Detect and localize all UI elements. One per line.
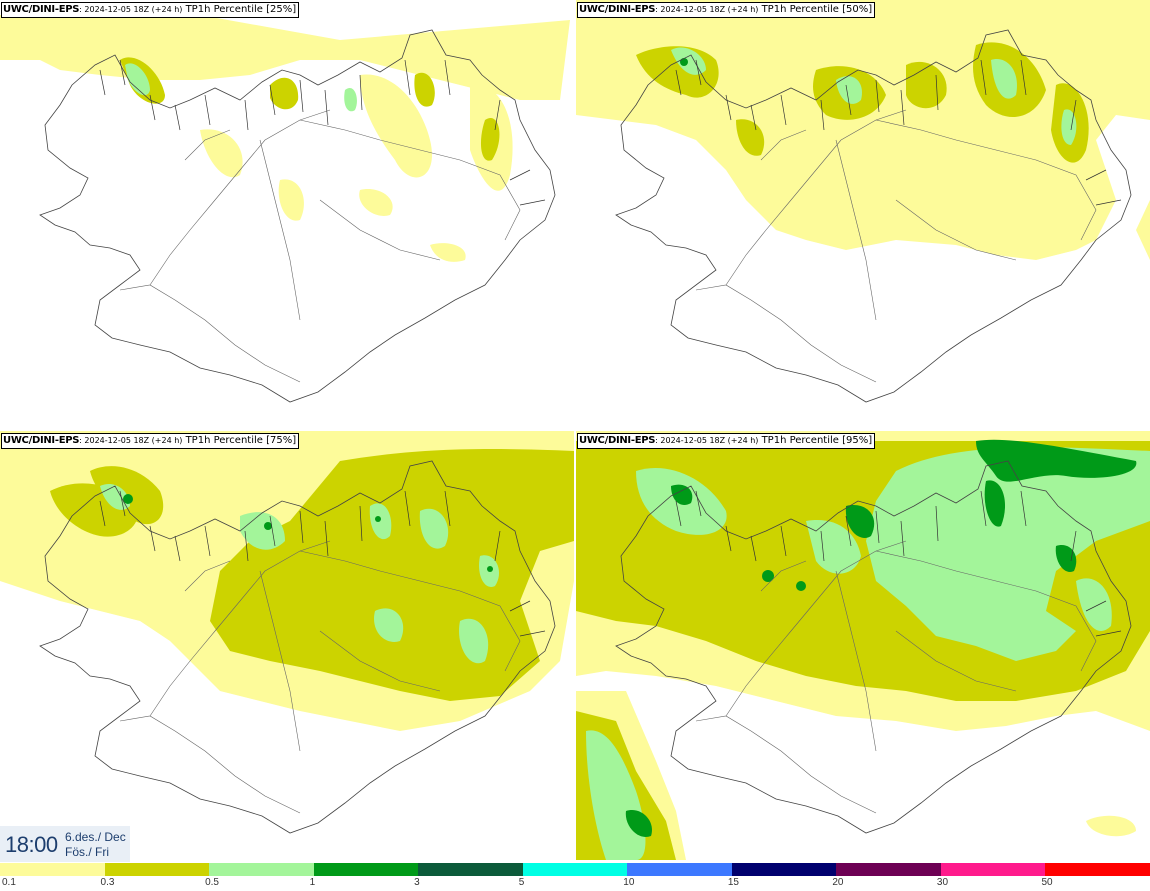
model-name: UWC/DINI-EPS (3, 4, 80, 15)
color-legend (0, 863, 1150, 876)
legend-tick-label: 1 (309, 877, 316, 888)
precip-field-heavy (625, 439, 1137, 837)
panel-header: UWC/DINI-EPS: 2024-12-05 18Z (+24 h) TP1… (577, 433, 876, 449)
panel-header: UWC/DINI-EPS: 2024-12-05 18Z (+24 h) TP1… (577, 2, 876, 18)
legend-swatch (418, 863, 524, 876)
legend-tick-label: 30 (936, 877, 949, 888)
run-info: : 2024-12-05 18Z (+24 h) (79, 436, 183, 445)
precip-map (0, 431, 574, 834)
precip-map (576, 0, 1150, 403)
legend-tick-label: 3 (414, 877, 420, 888)
valid-date: 6.des./ Dec Fös./ Fri (65, 830, 126, 860)
valid-time-box: 18:00 6.des./ Dec Fös./ Fri (0, 826, 130, 862)
map-panel-p95: UWC/DINI-EPS: 2024-12-05 18Z (+24 h) TP1… (576, 431, 1150, 860)
legend-swatch (731, 863, 838, 876)
model-name: UWC/DINI-EPS (3, 435, 80, 446)
legend-tick-label: 0.1 (2, 877, 16, 888)
model-name: UWC/DINI-EPS (579, 4, 656, 15)
legend-swatch (627, 863, 733, 876)
legend-tick-label: 10 (623, 877, 635, 888)
legend-swatch (209, 863, 315, 876)
legend-swatch (0, 863, 106, 876)
legend-swatch (836, 863, 942, 876)
percentile-label: TP1h Percentile [50%] (758, 4, 873, 15)
percentile-label: TP1h Percentile [95%] (758, 435, 873, 446)
valid-date-line1: 6.des./ Dec (65, 830, 126, 844)
legend-tick-label: 20 (832, 877, 844, 888)
map-panel-p75: UWC/DINI-EPS: 2024-12-05 18Z (+24 h) TP1… (0, 431, 574, 860)
valid-time: 18:00 (5, 832, 58, 857)
precip-map (0, 15, 570, 403)
legend-tick-label: 15 (727, 877, 739, 888)
legend-swatch (522, 863, 629, 876)
legend-tick-label: 0.5 (205, 877, 219, 888)
valid-date-line2: Fös./ Fri (65, 845, 109, 859)
map-panel-p25: UWC/DINI-EPS: 2024-12-05 18Z (+24 h) TP1… (0, 0, 574, 429)
map-panel-p50: UWC/DINI-EPS: 2024-12-05 18Z (+24 h) TP1… (576, 0, 1150, 429)
percentile-label: TP1h Percentile [25%] (182, 4, 297, 15)
run-info: : 2024-12-05 18Z (+24 h) (655, 5, 759, 14)
legend-swatch (104, 863, 211, 876)
run-info: : 2024-12-05 18Z (+24 h) (655, 436, 759, 445)
percentile-label: TP1h Percentile [75%] (182, 435, 297, 446)
precip-map (576, 431, 1150, 860)
legend-swatch (313, 863, 420, 876)
model-name: UWC/DINI-EPS (579, 435, 656, 446)
legend-swatch (1045, 863, 1150, 876)
panel-header: UWC/DINI-EPS: 2024-12-05 18Z (+24 h) TP1… (1, 2, 300, 18)
legend-tick-label: 5 (518, 877, 525, 888)
panel-header: UWC/DINI-EPS: 2024-12-05 18Z (+24 h) TP1… (1, 433, 300, 449)
legend-tick-label: 50 (1041, 877, 1053, 888)
run-info: : 2024-12-05 18Z (+24 h) (79, 5, 183, 14)
legend-ticks: 0.1 0.3 0.5 1 3 5 10 15 20 30 50 (0, 876, 1150, 891)
legend-swatch (940, 863, 1047, 876)
legend-tick-label: 0.3 (100, 877, 115, 888)
